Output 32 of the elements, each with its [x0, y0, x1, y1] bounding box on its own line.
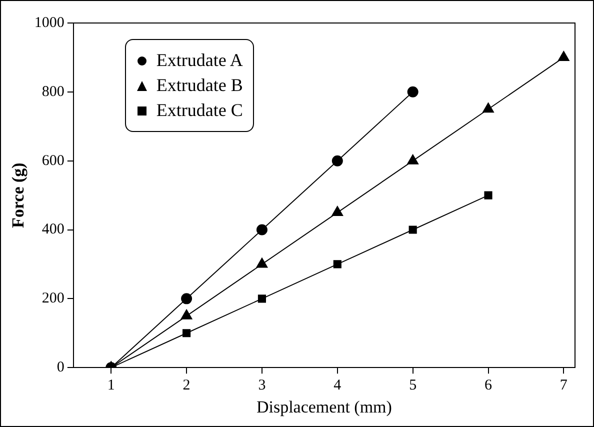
x-tick-label: 7	[560, 378, 568, 394]
point	[482, 102, 494, 113]
y-tick-label: 400	[42, 222, 64, 238]
point	[181, 293, 192, 304]
point	[558, 50, 570, 61]
x-tick-label: 1	[107, 378, 115, 394]
legend-label: Extrudate C	[156, 100, 243, 121]
point	[407, 86, 418, 98]
point	[332, 155, 343, 166]
x-tick-label: 6	[484, 378, 493, 394]
point	[333, 260, 342, 268]
y-tick-label: 800	[42, 84, 64, 100]
point	[256, 224, 268, 236]
point	[408, 226, 417, 234]
point	[258, 294, 266, 303]
legend-label: Extrudate B	[156, 75, 243, 96]
y-tick-label: 600	[42, 152, 64, 169]
y-tick-label: 0	[56, 360, 64, 376]
point	[256, 258, 268, 268]
y-tick-label: 1000	[34, 14, 64, 31]
x-tick-label: 5	[409, 378, 417, 394]
point	[182, 329, 191, 338]
point	[484, 191, 492, 200]
point	[407, 154, 419, 164]
y-axis-title: Force (g)	[8, 162, 28, 228]
y-tick-label: 200	[42, 290, 64, 307]
legend-label: Extrudate A	[156, 50, 243, 71]
x-tick-label: 2	[182, 378, 190, 394]
point	[332, 206, 344, 216]
x-tick-label: 3	[258, 378, 266, 394]
x-tick-label: 4	[334, 378, 342, 394]
x-axis-title: Displacement (mm)	[256, 397, 392, 416]
